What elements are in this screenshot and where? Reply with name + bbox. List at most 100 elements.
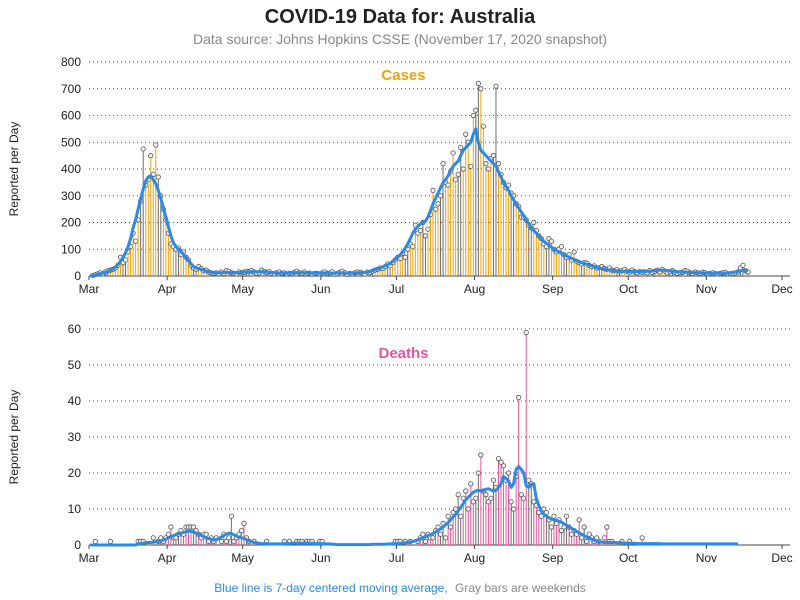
daily-marker: [498, 459, 504, 465]
daily-marker: [107, 538, 114, 545]
x-tick-label: Nov: [696, 282, 717, 296]
y-tick-label: 40: [68, 394, 82, 408]
footer-moving-average-note: Blue line is 7-day centered moving avera…: [214, 581, 447, 595]
daily-marker: [516, 394, 522, 400]
daily-marker: [168, 524, 174, 530]
daily-marker: [639, 535, 645, 541]
daily-marker: [500, 463, 507, 469]
daily-marker: [586, 531, 592, 537]
y-tick-label: 400: [61, 162, 81, 176]
daily-marker: [740, 262, 746, 268]
y-tick-label: 100: [61, 242, 81, 256]
daily-marker: [430, 187, 436, 193]
y-tick-label: 0: [74, 538, 81, 552]
x-tick-label: May: [231, 282, 254, 296]
y-tick-label: 20: [68, 466, 82, 480]
daily-marker: [150, 535, 156, 541]
x-tick-label: Jun: [311, 551, 330, 565]
daily-marker: [523, 329, 529, 336]
daily-marker: [148, 153, 154, 159]
daily-marker: [531, 219, 537, 226]
daily-marker: [475, 80, 481, 87]
y-tick-label: 60: [68, 322, 82, 336]
footer-note: Blue line is 7-day centered moving avera…: [214, 581, 586, 595]
daily-marker: [133, 238, 139, 244]
panel-title: Deaths: [378, 345, 428, 362]
x-tick-label: Aug: [464, 282, 485, 296]
daily-marker: [508, 499, 514, 505]
y-tick-label: 0: [74, 269, 81, 283]
x-tick-label: Aug: [464, 551, 485, 565]
daily-marker: [140, 146, 146, 152]
daily-marker: [453, 177, 459, 183]
daily-marker: [495, 455, 502, 462]
x-tick-label: Mar: [79, 551, 100, 565]
daily-marker: [478, 452, 484, 458]
daily-marker: [417, 227, 423, 234]
daily-marker: [601, 535, 607, 541]
daily-marker: [505, 470, 512, 476]
deaths-panel: 0 10 20 30 40 50 60 Mar Apr May Jun Jul Aug Sep Oct Nov…: [7, 322, 793, 565]
y-axis-label: Reported per Day: [7, 390, 21, 485]
x-tick-label: Dec: [771, 282, 792, 296]
daily-marker: [473, 495, 479, 501]
daily-marker: [430, 535, 436, 541]
daily-marker: [92, 538, 98, 545]
daily-marker: [558, 243, 565, 250]
daily-marker: [571, 249, 577, 255]
daily-marker: [475, 470, 481, 476]
x-tick-label: Jun: [311, 282, 330, 296]
daily-marker: [493, 83, 499, 89]
x-tick-label: May: [231, 551, 254, 565]
daily-marker: [460, 166, 466, 172]
daily-marker: [238, 527, 245, 534]
daily-marker: [473, 107, 479, 113]
daily-marker: [551, 513, 557, 519]
daily-marker: [422, 233, 429, 239]
x-tick-label: Sep: [542, 551, 564, 565]
daily-marker: [218, 538, 224, 545]
daily-marker: [463, 131, 469, 137]
daily-marker: [448, 524, 454, 530]
y-tick-label: 500: [61, 135, 81, 149]
x-tick-label: Oct: [619, 551, 638, 565]
y-tick-label: 10: [68, 502, 82, 516]
figure-subtitle: Data source: Johns Hopkins CSSE (Novembe…: [193, 31, 607, 47]
daily-marker: [437, 531, 444, 537]
moving-average-line: [90, 127, 749, 278]
daily-marker: [563, 513, 570, 519]
x-tick-label: Apr: [158, 551, 177, 565]
x-tick-label: Sep: [542, 282, 564, 296]
x-tick-label: Mar: [79, 282, 100, 296]
daily-marker: [465, 506, 471, 512]
daily-marker: [228, 513, 234, 519]
daily-marker: [155, 174, 161, 180]
y-tick-label: 200: [61, 216, 81, 230]
daily-marker: [548, 238, 555, 244]
daily-marker: [584, 538, 590, 545]
x-tick-label: Oct: [619, 282, 638, 296]
daily-marker: [490, 477, 497, 483]
daily-marker: [455, 171, 461, 177]
daily-marker: [548, 524, 555, 530]
daily-marker: [422, 538, 429, 545]
daily-marker: [153, 142, 159, 148]
y-tick-label: 600: [61, 109, 81, 123]
footer-weekend-note: Gray bars are weekends: [455, 581, 586, 595]
daily-marker: [478, 86, 484, 92]
y-tick-label: 300: [61, 189, 81, 203]
x-tick-label: Jul: [389, 551, 404, 565]
x-tick-label: Jul: [389, 282, 404, 296]
daily-marker: [410, 243, 416, 250]
daily-marker: [511, 506, 517, 512]
x-tick-label: Dec: [771, 551, 792, 565]
daily-marker: [458, 513, 464, 519]
daily-marker: [450, 150, 456, 156]
daily-marker: [455, 491, 461, 498]
daily-marker: [445, 513, 451, 519]
daily-marker: [521, 495, 527, 501]
daily-marker: [581, 524, 587, 530]
panel-title: Cases: [381, 67, 425, 84]
daily-marker: [425, 226, 431, 232]
